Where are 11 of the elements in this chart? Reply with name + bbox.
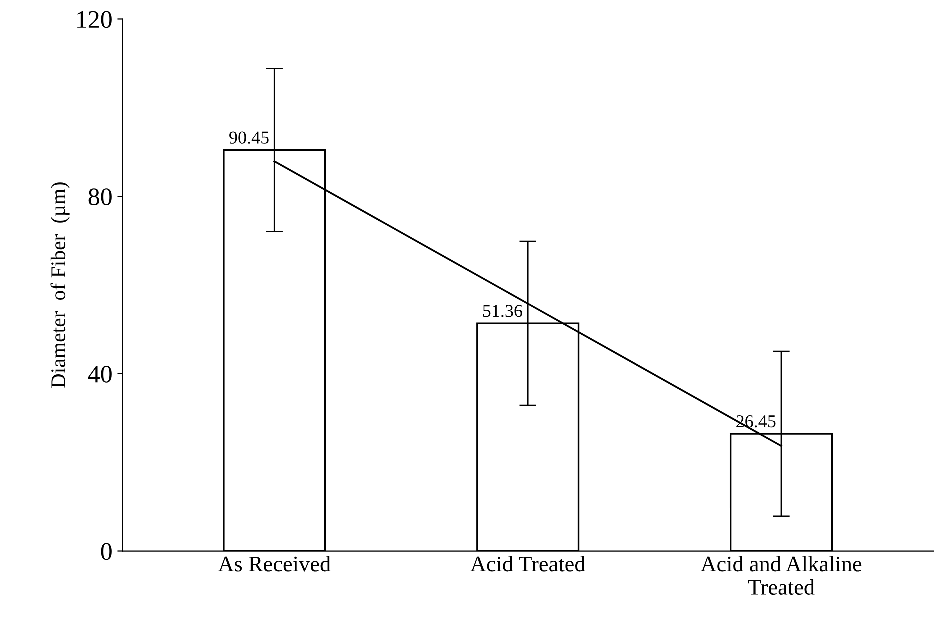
y-tick-label: 120 [78, 11, 112, 28]
y-tick-label: 0 [101, 543, 112, 560]
x-tick-label: Acid Treated [470, 556, 586, 572]
y-tick-label: 40 [88, 366, 112, 383]
data-label: 51.36 [483, 305, 522, 318]
data-label: 26.45 [736, 416, 776, 428]
x-tick-label: As Received [218, 556, 331, 572]
x-tick-label: Acid and Alkaline Treated [700, 556, 862, 595]
y-axis-title: Diameter of Fiber (µm) [50, 182, 70, 388]
data-label: 90.45 [230, 132, 269, 144]
y-tick-label: 80 [88, 188, 112, 206]
